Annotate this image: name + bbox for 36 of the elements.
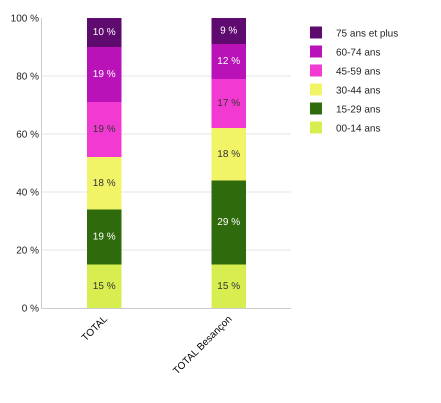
y-tick-label: 100 % [10,14,40,24]
data-label: 19 % [92,69,116,80]
data-label: 9 % [220,26,238,37]
y-tick-label: 60 % [16,130,40,140]
bar [211,180,246,264]
legend-label: 15-29 ans [336,104,380,116]
legend-label: 30-44 ans [336,85,380,96]
data-label: 17 % [217,98,240,110]
legend-label: 45-59 ans [336,66,380,78]
bar [86,47,122,102]
bar [211,128,246,180]
data-label: 18 % [217,148,240,160]
bar [86,102,122,158]
y-tick-label: 0 % [22,304,40,314]
bar [211,44,246,79]
bar [86,157,122,210]
data-label: 19 % [92,231,116,242]
legend-label: 60-74 ans [336,47,380,58]
bar [86,209,122,264]
data-label: 15 % [217,280,240,292]
data-label: 12 % [217,56,240,67]
bar [86,264,122,308]
data-label: 29 % [217,216,240,228]
data-label: 15 % [92,280,116,292]
data-label: 18 % [92,178,116,189]
y-tick-label: 40 % [16,188,40,198]
y-tick-label: 80 % [16,72,40,82]
legend-label: 00-14 ans [336,123,380,134]
legend-label: 75 ans et plus [336,28,398,40]
bar [211,18,246,44]
bar [211,78,246,128]
y-tick-label: 20 % [16,246,40,256]
data-label: 10 % [92,27,116,38]
data-label: 19 % [92,124,116,136]
bar [86,18,122,47]
bar [211,264,246,308]
